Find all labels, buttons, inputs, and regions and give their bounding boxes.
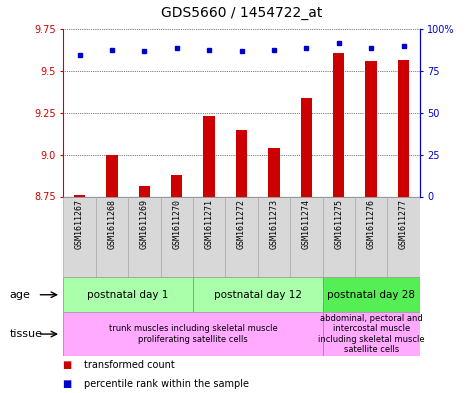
Bar (128, 196, 160, 277)
Text: ■: ■ (63, 360, 76, 369)
Text: trunk muscles including skeletal muscle
proliferating satellite cells: trunk muscles including skeletal muscle … (108, 324, 277, 344)
Text: GSM1611277: GSM1611277 (399, 199, 408, 249)
Text: GSM1611275: GSM1611275 (334, 199, 343, 249)
Text: tissue: tissue (9, 329, 42, 339)
Text: GSM1611271: GSM1611271 (204, 199, 214, 249)
Text: postnatal day 1: postnatal day 1 (87, 290, 169, 300)
Bar (268, 148, 280, 196)
Bar (204, 116, 215, 196)
Bar (258, 196, 290, 277)
Text: GSM1611274: GSM1611274 (302, 199, 311, 249)
Text: GSM1611270: GSM1611270 (172, 199, 181, 249)
Text: GSM1611276: GSM1611276 (367, 199, 376, 249)
Text: postnatal day 12: postnatal day 12 (214, 290, 302, 300)
Bar (193, 277, 323, 312)
Bar (96, 196, 128, 277)
Bar (398, 59, 409, 196)
Bar (323, 277, 420, 312)
Bar (387, 196, 420, 277)
Bar (63, 312, 323, 356)
Text: GSM1611267: GSM1611267 (75, 199, 84, 249)
Bar (301, 98, 312, 196)
Text: percentile rank within the sample: percentile rank within the sample (84, 379, 250, 389)
Text: abdominal, pectoral and
intercostal muscle
including skeletal muscle
satellite c: abdominal, pectoral and intercostal musc… (318, 314, 424, 354)
Bar (139, 186, 150, 196)
Bar (225, 196, 258, 277)
Bar (160, 196, 193, 277)
Text: GSM1611268: GSM1611268 (107, 199, 116, 249)
Bar (63, 277, 193, 312)
Bar (171, 175, 182, 196)
Bar (236, 130, 247, 196)
Text: GSM1611273: GSM1611273 (269, 199, 279, 249)
Text: GSM1611269: GSM1611269 (140, 199, 149, 249)
Bar (193, 196, 225, 277)
Bar (290, 196, 323, 277)
Bar (333, 53, 344, 196)
Text: transformed count: transformed count (84, 360, 175, 369)
Text: ■: ■ (63, 379, 76, 389)
Text: GDS5660 / 1454722_at: GDS5660 / 1454722_at (161, 6, 322, 20)
Text: GSM1611272: GSM1611272 (237, 199, 246, 249)
Bar (365, 61, 377, 196)
Bar (74, 195, 85, 196)
Text: postnatal day 28: postnatal day 28 (327, 290, 415, 300)
Bar (323, 312, 420, 356)
Text: age: age (9, 290, 30, 300)
Bar (323, 196, 355, 277)
Bar (355, 196, 387, 277)
Bar (106, 155, 118, 196)
Bar (63, 196, 96, 277)
